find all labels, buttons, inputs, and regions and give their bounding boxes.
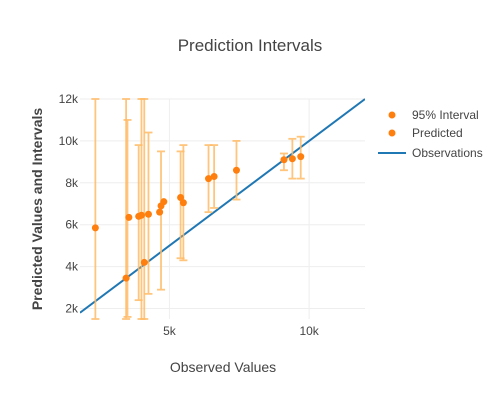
predicted-point — [123, 275, 130, 282]
y-tick-label: 2k — [65, 302, 79, 316]
y-tick-label: 10k — [59, 134, 79, 148]
observations-line — [80, 99, 365, 313]
legend-item-predicted[interactable]: Predicted — [389, 126, 463, 140]
predicted-point — [141, 259, 148, 266]
legend-item-observations[interactable]: Observations — [378, 146, 483, 160]
tick-label-layer: 2k 4k 6k 8k 10k 12k 5k 10k — [59, 92, 320, 338]
legend-label-observations: Observations — [412, 146, 483, 160]
interval-error-bar — [157, 151, 165, 289]
predicted-point — [156, 209, 163, 216]
predicted-point — [297, 153, 304, 160]
predicted-point — [160, 198, 167, 205]
y-tick-label: 6k — [65, 218, 79, 232]
error-bar-layer — [91, 99, 304, 319]
predicted-point — [289, 155, 296, 162]
y-tick-label: 8k — [65, 176, 79, 190]
marker-layer — [92, 153, 304, 282]
y-axis-title: Predicted Values and Intervals — [29, 108, 45, 311]
predicted-point — [180, 199, 187, 206]
x-tick-label: 5k — [163, 324, 177, 338]
legend-marker-interval — [389, 112, 396, 119]
predicted-point — [138, 212, 145, 219]
interval-error-bar — [122, 99, 130, 319]
interval-error-bar — [91, 99, 99, 319]
legend-label-predicted: Predicted — [412, 126, 463, 140]
x-tick-label: 10k — [299, 324, 319, 338]
predicted-point — [92, 224, 99, 231]
predicted-point — [233, 167, 240, 174]
chart-title: Prediction Intervals — [178, 36, 323, 55]
predicted-point — [211, 173, 218, 180]
predicted-point — [145, 211, 152, 218]
line-layer — [80, 99, 365, 313]
y-tick-label: 12k — [59, 92, 79, 106]
legend-marker-predicted — [389, 130, 396, 137]
predicted-point — [280, 156, 287, 163]
legend[interactable]: 95% Interval Predicted Observations — [378, 108, 483, 160]
predicted-point — [125, 214, 132, 221]
x-axis-title: Observed Values — [170, 359, 276, 375]
y-tick-label: 4k — [65, 260, 79, 274]
legend-item-interval[interactable]: 95% Interval — [389, 108, 479, 122]
legend-label-interval: 95% Interval — [412, 108, 479, 122]
